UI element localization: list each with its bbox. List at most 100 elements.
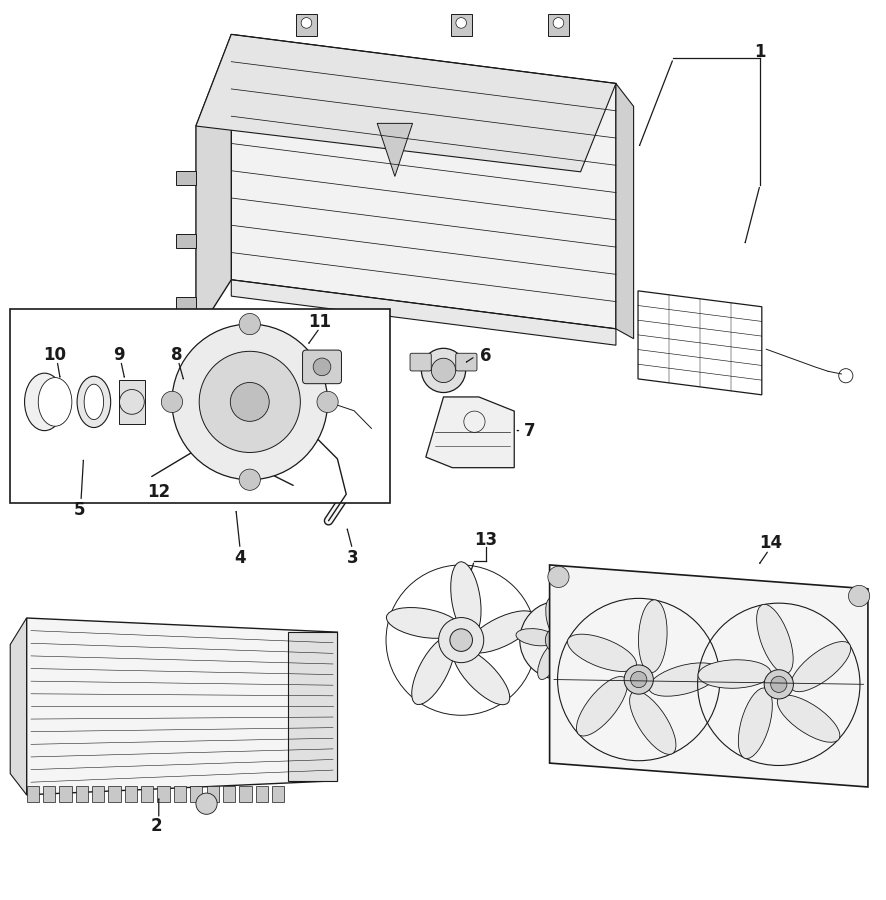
Ellipse shape — [648, 663, 719, 697]
Ellipse shape — [467, 611, 535, 653]
Circle shape — [301, 18, 311, 28]
Circle shape — [239, 313, 260, 335]
Circle shape — [764, 670, 792, 699]
Ellipse shape — [756, 604, 792, 674]
Circle shape — [196, 793, 217, 814]
Circle shape — [548, 566, 569, 588]
Bar — [296, 14, 316, 36]
Ellipse shape — [386, 608, 460, 638]
Bar — [43, 786, 55, 802]
Ellipse shape — [697, 660, 770, 688]
Circle shape — [519, 601, 597, 680]
Circle shape — [449, 629, 472, 652]
Circle shape — [421, 348, 465, 392]
Bar — [239, 786, 252, 802]
Polygon shape — [196, 34, 615, 172]
Circle shape — [161, 392, 183, 412]
Text: 1: 1 — [753, 43, 765, 61]
Text: 11: 11 — [307, 313, 330, 331]
Circle shape — [230, 382, 269, 421]
Polygon shape — [425, 397, 514, 468]
Ellipse shape — [61, 419, 110, 454]
Bar — [206, 786, 219, 802]
Polygon shape — [288, 632, 337, 780]
Polygon shape — [196, 34, 231, 336]
Circle shape — [172, 324, 327, 480]
Circle shape — [630, 671, 646, 688]
Ellipse shape — [77, 376, 111, 428]
Bar — [141, 786, 153, 802]
Ellipse shape — [576, 677, 626, 736]
Bar — [27, 786, 39, 802]
Text: 4: 4 — [234, 549, 245, 567]
Ellipse shape — [545, 598, 563, 638]
Ellipse shape — [25, 374, 65, 430]
Ellipse shape — [559, 617, 596, 642]
Circle shape — [551, 634, 565, 647]
Bar — [119, 380, 145, 424]
Circle shape — [553, 18, 563, 28]
Text: 5: 5 — [74, 501, 85, 519]
Bar — [11, 309, 390, 503]
Circle shape — [455, 18, 466, 28]
Bar — [190, 786, 202, 802]
FancyBboxPatch shape — [302, 350, 341, 383]
Ellipse shape — [567, 634, 636, 671]
Text: 10: 10 — [43, 346, 66, 364]
Ellipse shape — [537, 642, 560, 680]
Ellipse shape — [789, 642, 850, 692]
Ellipse shape — [411, 636, 455, 705]
Polygon shape — [549, 565, 867, 787]
Circle shape — [199, 351, 300, 453]
Bar — [158, 786, 169, 802]
Ellipse shape — [558, 640, 591, 671]
Polygon shape — [27, 618, 337, 795]
Bar — [222, 786, 235, 802]
Circle shape — [848, 585, 868, 607]
Polygon shape — [231, 280, 615, 346]
Bar — [255, 786, 268, 802]
Text: 13: 13 — [474, 531, 497, 549]
Ellipse shape — [516, 628, 556, 646]
Bar — [59, 786, 72, 802]
Text: 9: 9 — [113, 346, 125, 364]
Polygon shape — [377, 123, 412, 176]
Bar — [75, 786, 88, 802]
FancyBboxPatch shape — [176, 171, 196, 185]
Circle shape — [770, 676, 786, 692]
Bar — [125, 786, 136, 802]
Circle shape — [316, 392, 338, 412]
Ellipse shape — [629, 691, 675, 754]
Text: 6: 6 — [479, 347, 491, 365]
Polygon shape — [615, 84, 633, 338]
Text: 12: 12 — [147, 483, 170, 501]
FancyBboxPatch shape — [455, 354, 477, 371]
Polygon shape — [11, 618, 27, 795]
Text: 7: 7 — [524, 421, 535, 439]
Circle shape — [624, 665, 653, 694]
Bar — [108, 786, 120, 802]
FancyBboxPatch shape — [409, 354, 431, 371]
Ellipse shape — [737, 688, 772, 759]
Circle shape — [239, 469, 260, 491]
Circle shape — [439, 617, 483, 662]
Ellipse shape — [84, 384, 104, 419]
Ellipse shape — [453, 647, 509, 705]
Polygon shape — [637, 291, 761, 395]
Ellipse shape — [80, 424, 117, 450]
Bar — [272, 786, 284, 802]
Bar — [92, 786, 105, 802]
Bar — [450, 14, 471, 36]
Text: 3: 3 — [346, 549, 358, 567]
FancyBboxPatch shape — [176, 234, 196, 248]
Polygon shape — [231, 34, 615, 328]
Circle shape — [431, 358, 455, 382]
Text: 14: 14 — [758, 534, 781, 552]
Text: 2: 2 — [150, 817, 162, 835]
Ellipse shape — [450, 562, 480, 636]
Circle shape — [545, 626, 571, 653]
Bar — [174, 786, 186, 802]
Ellipse shape — [38, 378, 72, 427]
Ellipse shape — [776, 695, 839, 742]
Text: 8: 8 — [170, 346, 182, 364]
